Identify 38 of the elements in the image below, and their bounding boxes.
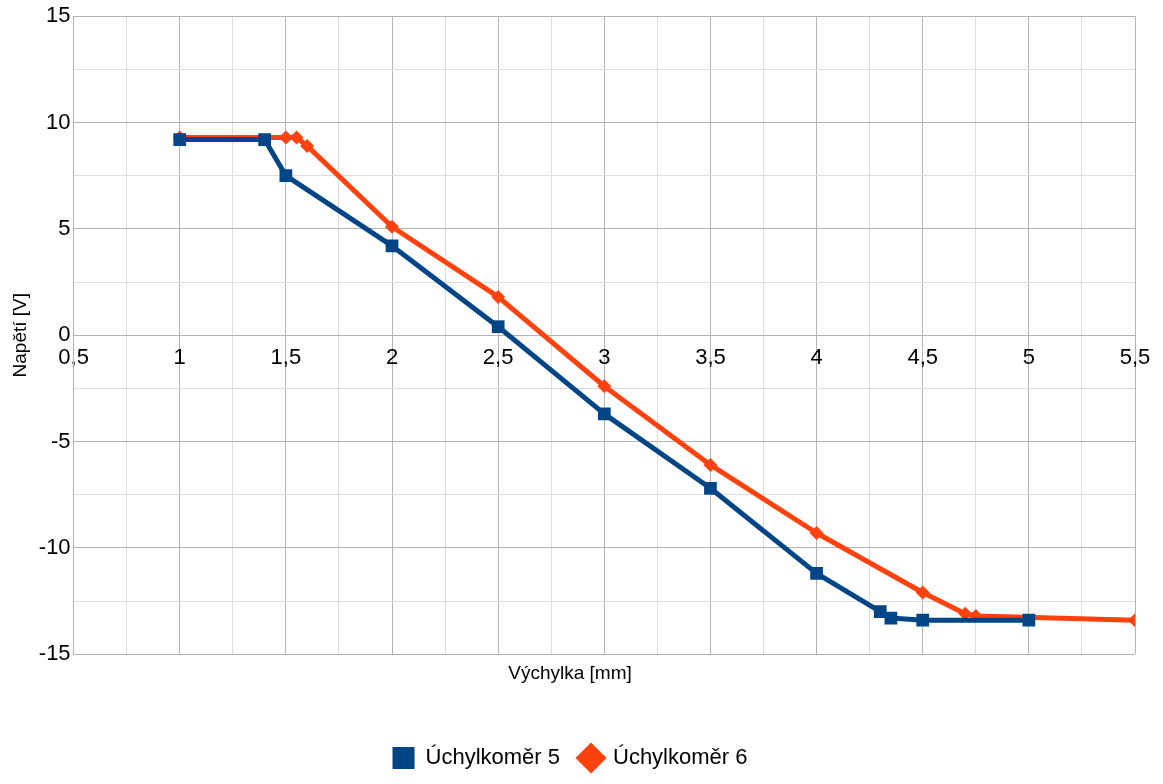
- x-tick-label: 5,5: [1119, 344, 1151, 370]
- x-tick-label: 4: [810, 344, 823, 370]
- point: [810, 567, 823, 580]
- point: [491, 289, 506, 304]
- point: [258, 133, 272, 146]
- point: [809, 525, 824, 540]
- point: [704, 481, 717, 495]
- y-tick-label: -5: [51, 427, 71, 453]
- y-tick-label: 5: [58, 214, 71, 240]
- point: [300, 138, 315, 153]
- y-tick-label: 15: [46, 2, 71, 28]
- x-tick-label: 3: [598, 344, 611, 370]
- point: [916, 613, 930, 627]
- x-tick-label: 3,5: [695, 344, 726, 370]
- y-tick-label: -10: [38, 533, 71, 559]
- legend-label: Úchylkoměr 6: [613, 744, 748, 770]
- point: [597, 379, 612, 394]
- point: [1022, 613, 1036, 627]
- x-tick-label: 5: [1022, 344, 1035, 370]
- point: [279, 169, 293, 183]
- x-axis-title: Výchylka [mm]: [508, 661, 632, 683]
- x-tick-label: 2: [385, 344, 399, 370]
- point: [385, 219, 400, 234]
- y-tick-label: 0: [58, 321, 71, 347]
- y-tick-label: 10: [46, 108, 71, 134]
- x-tick-label: 2,5: [482, 344, 514, 370]
- x-tick-label: 4,5: [907, 344, 939, 370]
- point: [703, 457, 718, 472]
- legend-label: Úchylkoměr 5: [425, 744, 560, 770]
- x-tick-label: 0,5: [58, 344, 89, 370]
- point: [491, 320, 505, 334]
- x-tick-label: 1,5: [270, 344, 302, 370]
- y-axis-title: Napětí [V]: [8, 292, 30, 378]
- y-tick-label: -15: [38, 640, 71, 666]
- point: [597, 407, 611, 421]
- point: [873, 605, 887, 619]
- point: [915, 585, 930, 600]
- x-tick-label: 1: [173, 344, 186, 370]
